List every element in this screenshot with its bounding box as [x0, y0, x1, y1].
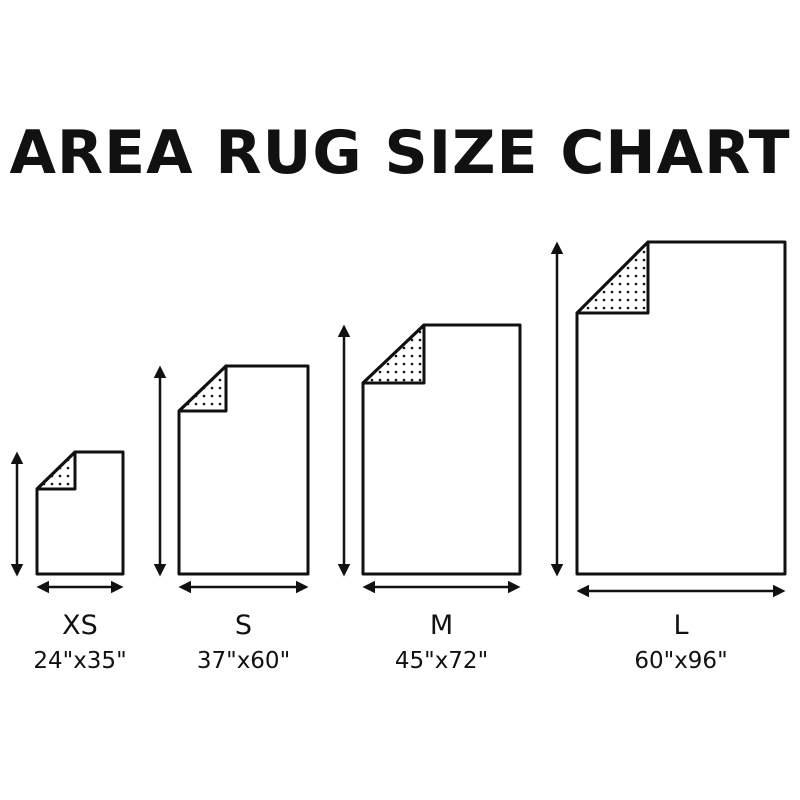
- size-dimensions-m: 45"x72": [394, 648, 489, 674]
- folded-corner-l: [575, 240, 650, 315]
- chart-title: AREA RUG SIZE CHART: [9, 118, 791, 188]
- folded-corner-xs: [35, 450, 77, 491]
- size-dimensions-l: 60"x96": [634, 648, 728, 674]
- size-label-l: L: [673, 610, 689, 641]
- size-label-xs: XS: [62, 610, 98, 641]
- folded-corner-s: [177, 364, 228, 413]
- size-dimensions-xs: 24"x35": [33, 648, 127, 674]
- size-label-s: S: [234, 610, 253, 641]
- size-label-m: M: [429, 610, 454, 641]
- folded-corner-m: [361, 323, 426, 385]
- size-dimensions-s: 37"x60": [196, 648, 291, 674]
- rug-xs: [35, 450, 125, 576]
